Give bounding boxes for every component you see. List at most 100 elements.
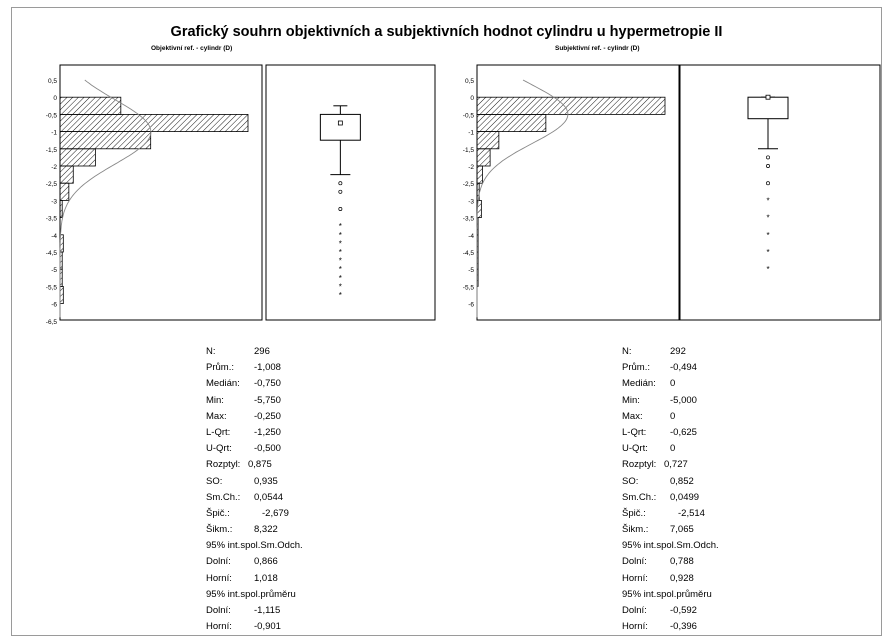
stat-label: Horní: bbox=[622, 621, 648, 633]
extreme-star: * bbox=[766, 248, 769, 257]
right-chart-subtitle: Subjektivní ref. - cylindr (D) bbox=[555, 45, 640, 52]
stat-row: Prům.: -1,008 bbox=[206, 360, 303, 376]
histogram-bar bbox=[59, 148, 96, 167]
stat-label: Sm.Ch.: bbox=[622, 491, 657, 503]
y-tick-label: -5,5 bbox=[463, 284, 475, 291]
y-tick-label: -4,5 bbox=[46, 250, 58, 257]
boxplot-panel bbox=[679, 64, 881, 321]
histogram-bar bbox=[476, 165, 483, 184]
stat-label: 95% int.spol.průměru bbox=[206, 588, 296, 600]
stat-row: U-Qrt: 0 bbox=[622, 441, 719, 457]
stat-value: -0,625 bbox=[670, 426, 697, 438]
stat-label: Špič.: bbox=[206, 507, 230, 519]
y-tick-label: -4 bbox=[468, 233, 474, 240]
stat-row: Dolní: -1,115 bbox=[206, 603, 303, 619]
stat-label: Rozptyl: bbox=[622, 459, 657, 471]
stat-row: 95% int.spol.Sm.Odch. bbox=[206, 538, 303, 554]
y-tick-label: -3,5 bbox=[463, 216, 475, 223]
y-tick-label: -0,5 bbox=[463, 112, 475, 119]
stat-label: SO: bbox=[622, 475, 639, 487]
outlier-circle bbox=[766, 181, 770, 186]
stat-label: Dolní: bbox=[206, 605, 231, 616]
stat-row: Medián: -0,750 bbox=[206, 376, 303, 392]
boxplot-mean-marker bbox=[337, 120, 343, 126]
extreme-star: * bbox=[339, 231, 342, 240]
stat-label: SO: bbox=[206, 475, 223, 487]
stat-value: -1,115 bbox=[254, 605, 281, 616]
stat-label: Prům.: bbox=[206, 362, 234, 374]
extreme-star: * bbox=[766, 231, 769, 240]
y-tick-label: 0 bbox=[53, 95, 57, 102]
y-tick-label: -5,5 bbox=[46, 284, 58, 291]
histogram-bar bbox=[476, 114, 547, 133]
stat-value: 0,866 bbox=[254, 556, 278, 568]
stat-value: -1,008 bbox=[254, 362, 281, 374]
boxplot-box bbox=[747, 96, 789, 120]
stat-label: Dolní: bbox=[206, 556, 231, 568]
outlier-circle bbox=[338, 189, 343, 194]
histogram-bar bbox=[59, 285, 64, 304]
stat-label: U-Qrt: bbox=[206, 443, 232, 455]
stat-row: Rozptyl: 0,875 bbox=[206, 457, 303, 473]
stat-label: Min: bbox=[622, 394, 640, 406]
stat-value: 0,852 bbox=[670, 475, 694, 487]
stat-row: Šikm.: 7,065 bbox=[622, 522, 719, 538]
stat-row: Prům.: -0,494 bbox=[622, 360, 719, 376]
stat-row: Max: 0 bbox=[622, 409, 719, 425]
normal-curve bbox=[59, 79, 152, 318]
stat-row: Špič.: -2,679 bbox=[206, 506, 303, 522]
stat-label: 95% int.spol.průměru bbox=[622, 588, 712, 600]
stat-row: Min: -5,750 bbox=[206, 393, 303, 409]
stat-value: 296 bbox=[254, 346, 270, 357]
histogram-bar bbox=[59, 182, 70, 201]
y-tick-label: -6 bbox=[468, 302, 474, 309]
stat-value: 1,018 bbox=[254, 572, 278, 584]
stat-value: 0 bbox=[670, 378, 676, 390]
stat-row: Sm.Ch.: 0,0544 bbox=[206, 490, 303, 506]
stat-label: Horní: bbox=[206, 621, 232, 633]
left-chart-subtitle: Objektivní ref. - cylindr (D) bbox=[151, 45, 233, 52]
stat-row: Sm.Ch.: 0,0499 bbox=[622, 490, 719, 506]
extreme-star: * bbox=[339, 248, 342, 257]
histogram-bar bbox=[476, 131, 500, 150]
stat-label: Min: bbox=[206, 394, 224, 406]
stat-value: -0,250 bbox=[254, 410, 281, 422]
boxplot-panel bbox=[265, 64, 436, 321]
extreme-star: * bbox=[766, 196, 769, 205]
y-tick-label: -2,5 bbox=[463, 181, 475, 188]
y-tick-label: -1 bbox=[468, 130, 474, 137]
stat-row: SO: 0,852 bbox=[622, 474, 719, 490]
stat-value: 7,065 bbox=[670, 524, 694, 536]
histogram-bar bbox=[59, 131, 152, 150]
stat-row: Horní: 0,928 bbox=[622, 571, 719, 587]
stat-value: 8,322 bbox=[254, 524, 278, 536]
stat-value: -0,396 bbox=[670, 621, 697, 633]
stat-value: -1,250 bbox=[254, 426, 281, 438]
stat-value: -2,679 bbox=[262, 507, 289, 519]
outlier-circle bbox=[766, 164, 770, 168]
left-stats-table: N: 296 Prům.: -1,008 Medián: -0,750 Min: -5,750… bbox=[206, 344, 303, 635]
stat-row: Špič.: -2,514 bbox=[622, 506, 719, 522]
y-tick-label: -6,5 bbox=[46, 319, 58, 326]
stat-row: Horní: 1,018 bbox=[206, 571, 303, 587]
boxplot-mean-marker bbox=[765, 94, 771, 100]
y-tick-label: 0 bbox=[470, 95, 474, 102]
stat-label: Dolní: bbox=[622, 556, 647, 568]
y-tick-label: 0,5 bbox=[465, 78, 474, 85]
y-tick-label: 0,5 bbox=[48, 78, 57, 85]
extreme-star: * bbox=[339, 291, 342, 300]
stat-row: N: 292 bbox=[622, 344, 719, 360]
stat-label: N: bbox=[622, 346, 632, 357]
y-tick-label: -4 bbox=[51, 233, 57, 240]
stat-row: Dolní: -0,592 bbox=[622, 603, 719, 619]
y-tick-label: -3 bbox=[468, 198, 474, 205]
stat-value: -2,514 bbox=[678, 507, 705, 519]
boxplot-box bbox=[319, 113, 361, 141]
y-tick-label: -2 bbox=[51, 164, 57, 171]
histogram-bar bbox=[59, 96, 122, 115]
stat-row: Min: -5,000 bbox=[622, 393, 719, 409]
stat-label: Medián: bbox=[622, 378, 656, 390]
stat-row: 95% int.spol.Sm.Odch. bbox=[622, 538, 719, 554]
stat-label: N: bbox=[206, 346, 216, 357]
